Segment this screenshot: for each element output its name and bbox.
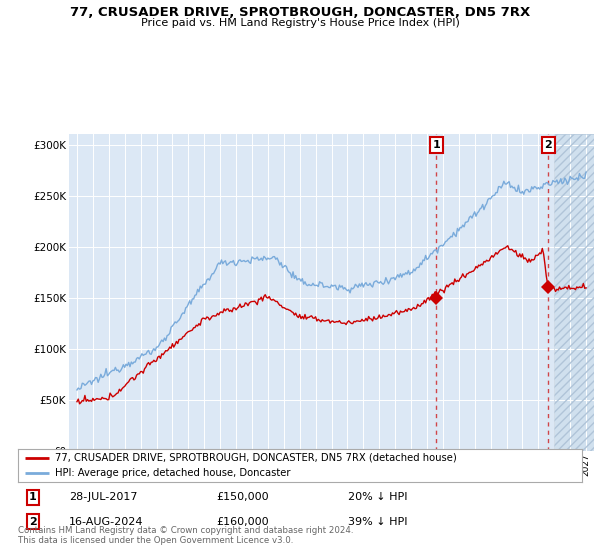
Text: 28-JUL-2017: 28-JUL-2017 — [69, 492, 137, 502]
Bar — [554, 134, 594, 451]
Text: HPI: Average price, detached house, Doncaster: HPI: Average price, detached house, Donc… — [55, 468, 290, 478]
Text: 77, CRUSADER DRIVE, SPROTBROUGH, DONCASTER, DN5 7RX: 77, CRUSADER DRIVE, SPROTBROUGH, DONCAST… — [70, 6, 530, 18]
Text: 77, CRUSADER DRIVE, SPROTBROUGH, DONCASTER, DN5 7RX (detached house): 77, CRUSADER DRIVE, SPROTBROUGH, DONCAST… — [55, 453, 457, 463]
Bar — [554, 134, 594, 451]
Text: £150,000: £150,000 — [216, 492, 269, 502]
Text: Contains HM Land Registry data © Crown copyright and database right 2024.
This d: Contains HM Land Registry data © Crown c… — [18, 526, 353, 545]
Text: 39% ↓ HPI: 39% ↓ HPI — [348, 517, 407, 527]
Text: 16-AUG-2024: 16-AUG-2024 — [69, 517, 143, 527]
Text: £160,000: £160,000 — [216, 517, 269, 527]
Text: 20% ↓ HPI: 20% ↓ HPI — [348, 492, 407, 502]
Text: 1: 1 — [29, 492, 37, 502]
Text: 2: 2 — [544, 140, 552, 150]
Text: 2: 2 — [29, 517, 37, 527]
Text: 1: 1 — [433, 140, 440, 150]
Text: Price paid vs. HM Land Registry's House Price Index (HPI): Price paid vs. HM Land Registry's House … — [140, 18, 460, 28]
